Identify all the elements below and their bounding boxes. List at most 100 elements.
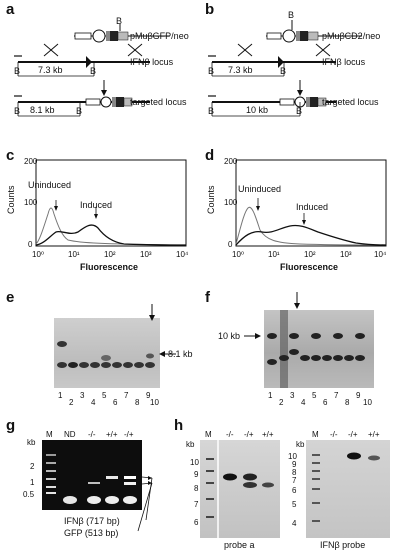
panel-d-xlabel: Fluorescence	[280, 262, 339, 272]
panel-b-diagram	[208, 20, 362, 117]
panel-c-ytick-200: 200	[24, 157, 38, 166]
panel-b-site-b-top: B	[288, 10, 295, 20]
panel-d-xtick-1: 10¹	[268, 250, 280, 259]
panel-a-site-b-left: B	[14, 66, 21, 76]
panel-c-xtick-3: 10³	[140, 250, 152, 259]
panel-a-size-targeted: 8.1 kb	[30, 105, 55, 115]
panel-d-xtick-0: 10⁰	[232, 250, 245, 259]
panel-a-site-b-right2: B	[76, 106, 83, 116]
panel-b-locus-label: IFNβ locus	[322, 57, 366, 67]
panel-d-induced-label: Induced	[296, 202, 329, 212]
panel-b-size-targeted: 10 kb	[246, 105, 269, 115]
panel-b-site-b-left2: B	[208, 106, 215, 116]
panel-e-lane-10: 10	[150, 398, 159, 407]
panel-h-right-kb-label: kb	[296, 440, 305, 449]
panel-f-lane-9: 9	[356, 391, 361, 400]
panel-f-southern-blot	[264, 310, 374, 388]
panel-f-arrows	[244, 292, 300, 339]
panel-f-lane-3: 3	[290, 391, 295, 400]
panel-f-label: f	[205, 289, 210, 306]
panel-h-ladder-8: 8	[194, 484, 199, 493]
panel-e-lane-1: 1	[58, 391, 63, 400]
panel-a-site-b-top: B	[116, 16, 123, 26]
panel-b-site-b-right2: B	[296, 106, 303, 116]
panel-c-induced-curve	[35, 224, 187, 246]
panel-c-label: c	[6, 147, 15, 164]
panel-e-southern-blot	[54, 318, 160, 388]
panel-h-right-blot	[306, 440, 390, 538]
panel-h-probe-left: probe a	[224, 540, 255, 550]
panel-g-ladder-2: 2	[30, 462, 35, 471]
panel-e-arrows	[149, 304, 176, 357]
panel-d-xtick-2: 10²	[304, 250, 316, 259]
panel-h-right-ladder-5: 5	[292, 500, 297, 509]
panel-e-lane-6: 6	[113, 398, 118, 407]
panel-f-lane-5: 5	[312, 391, 317, 400]
panel-a-plasmid-label: pMuβGFP/neo	[130, 31, 189, 41]
panel-b-size-wt: 7.3 kb	[228, 65, 253, 75]
panel-e-lane-5: 5	[102, 391, 107, 400]
panel-d-induced-curve	[235, 224, 387, 246]
panel-c-ytick-0: 0	[28, 240, 33, 249]
panel-f-lane-8: 8	[345, 398, 350, 407]
panel-h-right-lane-m: M	[312, 430, 319, 439]
panel-g-lane-wt: +/+	[106, 430, 118, 439]
panel-d-xtick-3: 10³	[340, 250, 352, 259]
panel-a-label: a	[6, 1, 15, 18]
panel-c-histogram	[35, 159, 187, 247]
panel-c-uninduced-curve	[35, 207, 187, 246]
panel-a-site-b-right: B	[90, 66, 97, 76]
panel-f-lane-4: 4	[301, 398, 306, 407]
panel-g-lane-m: M	[46, 430, 53, 439]
panel-h-right-ladder-8: 8	[292, 468, 297, 477]
panel-c-xtick-0: 10⁰	[32, 250, 45, 259]
panel-d-ytick-200: 200	[224, 157, 238, 166]
panel-h-ladder-6: 6	[194, 518, 199, 527]
panel-d-ytick-100: 100	[224, 198, 238, 207]
panel-h-left-blot	[200, 440, 280, 538]
panel-g-lane-ko: -/-	[88, 430, 96, 439]
panel-g-ladder-05: 0.5	[23, 490, 35, 499]
panel-h-right-ladder-10: 10	[288, 452, 297, 461]
panel-g-ladder-1: 1	[30, 478, 35, 487]
panel-e-lane-2: 2	[69, 398, 74, 407]
panel-g-leader-lines	[137, 476, 153, 532]
panel-g-product-ifnb: IFNβ (717 bp)	[64, 516, 120, 526]
panel-d-uninduced-label: Uninduced	[238, 184, 282, 194]
panel-b-site-b-left: B	[208, 66, 215, 76]
panel-g-lane-nd: ND	[64, 430, 76, 439]
panel-c-xtick-2: 10²	[104, 250, 116, 259]
panel-h-right-lane-wt: +/+	[368, 430, 380, 439]
panel-e-lane-9: 9	[146, 391, 151, 400]
panel-a-targeted-label: targeted locus	[130, 97, 187, 107]
panel-a-locus-label: IFNβ locus	[130, 57, 174, 67]
panel-f-lane-10: 10	[363, 398, 372, 407]
panel-f-lane-7: 7	[334, 391, 339, 400]
panel-d-label: d	[205, 147, 215, 164]
panel-h-right-ladder-7: 7	[292, 476, 297, 485]
panel-a-site-b-left2: B	[14, 106, 21, 116]
panel-h-right-ladder-9: 9	[292, 460, 297, 469]
panel-d-ytick-0: 0	[228, 240, 233, 249]
panel-h-right-ladder-4: 4	[292, 519, 297, 528]
panel-h-right-ladder-6: 6	[292, 486, 297, 495]
panel-c-ytick-100: 100	[24, 198, 38, 207]
panel-h-right-lane-het: -/+	[348, 430, 358, 439]
panel-g-kb-label: kb	[27, 438, 36, 447]
panel-e-lane-4: 4	[91, 398, 96, 407]
panel-c-xtick-4: 10⁴	[176, 250, 189, 259]
panel-e-band-label: 8.1 kb	[168, 349, 193, 359]
panel-h-left-lane-het: -/+	[244, 430, 254, 439]
panel-h-left-lane-ko: -/-	[226, 430, 234, 439]
panel-e-lane-3: 3	[80, 391, 85, 400]
panel-h-label: h	[174, 417, 184, 434]
panel-g-pcr-gel	[42, 440, 142, 510]
panel-c-xlabel: Fluorescence	[80, 262, 139, 272]
panel-e-label: e	[6, 289, 15, 306]
panel-b-site-b-right: B	[280, 66, 287, 76]
panel-a-diagram	[14, 24, 170, 117]
panel-g-label: g	[6, 417, 16, 434]
panel-d-xtick-4: 10⁴	[374, 250, 387, 259]
panel-b-label: b	[205, 1, 215, 18]
panel-c-uninduced-label: Uninduced	[28, 180, 72, 190]
